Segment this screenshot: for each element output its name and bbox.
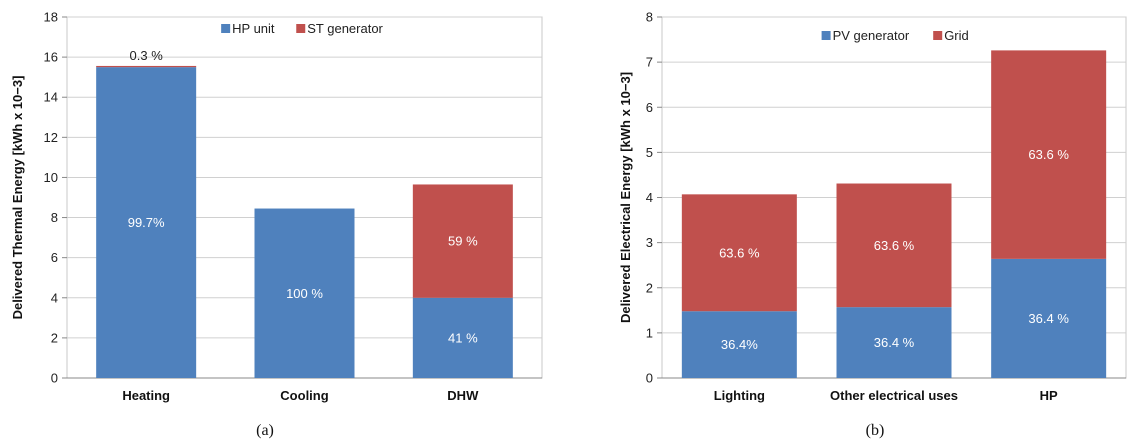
legend-label: HP unit [232, 21, 275, 36]
bar-pv-generator [836, 307, 952, 378]
data-label: 36.4% [721, 337, 758, 352]
y-tick-label: 6 [51, 250, 58, 265]
data-label: 59 % [448, 234, 478, 249]
data-label: 99.7% [128, 215, 165, 230]
legend-swatch [296, 24, 306, 33]
data-label: 36.4 % [874, 335, 915, 350]
y-tick-label: 8 [51, 210, 58, 225]
bar-pv-generator [991, 258, 1107, 378]
chart-caption: (b) [866, 422, 885, 439]
legend-swatch [933, 31, 943, 40]
bar-grid [681, 194, 797, 312]
legend-swatch [821, 31, 831, 40]
y-axis-label: Delivered Thermal Energy [kWh x 10−3] [10, 76, 25, 320]
y-axis-label: Delivered Electrical Energy [kWh x 10−3] [618, 72, 633, 323]
y-tick-label: 5 [646, 145, 653, 160]
chart-a: 0 2 4 6 8 10 12 14 16 18 Delivered Thermal Energy … [10, 10, 543, 439]
data-label: 100 % [286, 286, 323, 301]
chart-caption: (a) [256, 422, 274, 439]
legend-label: PV generator [833, 28, 910, 43]
y-tick-label: 2 [646, 280, 653, 295]
y-tick-label: 16 [44, 50, 58, 65]
x-category-label: Heating [122, 388, 170, 403]
y-tick-label: 14 [44, 90, 58, 105]
data-label: 63.6 % [719, 245, 760, 260]
bar-hp-unit [412, 297, 513, 378]
data-label: 0.3 % [130, 48, 164, 63]
bar-grid [836, 183, 952, 308]
y-tick-label: 10 [44, 170, 58, 185]
data-label: 36.4 % [1028, 311, 1069, 326]
legend-label: Grid [944, 28, 969, 43]
legend-label: ST generator [307, 21, 383, 36]
y-tick-label: 0 [51, 371, 58, 386]
y-tick-label: 4 [51, 290, 58, 305]
bar-st-generator [96, 65, 197, 68]
bar-hp-unit [96, 67, 197, 378]
y-tick-label: 3 [646, 235, 653, 250]
legend: HP unit ST generator [221, 21, 384, 36]
legend: PV generator Grid [821, 28, 969, 43]
data-label: 63.6 % [1028, 147, 1069, 162]
x-category-label: DHW [447, 388, 479, 403]
bar-pv-generator [681, 311, 797, 378]
bar-hp-unit [254, 208, 355, 378]
x-category-label: Other electrical uses [830, 388, 958, 403]
y-tick-label: 1 [646, 325, 653, 340]
y-tick-label: 0 [646, 371, 653, 386]
bar-grid [991, 50, 1107, 259]
bar-st-generator [412, 184, 513, 298]
x-category-label: Lighting [714, 388, 765, 403]
data-label: 41 % [448, 330, 478, 345]
data-label: 63.6 % [874, 238, 915, 253]
y-tick-label: 2 [51, 330, 58, 345]
legend-swatch [221, 24, 231, 33]
y-tick-label: 18 [44, 10, 58, 25]
x-category-label: Cooling [280, 388, 328, 403]
y-tick-label: 12 [44, 130, 58, 145]
y-tick-label: 6 [646, 100, 653, 115]
y-tick-label: 8 [646, 10, 653, 25]
chart-b: 0 1 2 3 4 5 6 7 8 Delivered Electrical Energy [kW… [618, 10, 1127, 439]
y-tick-label: 7 [646, 55, 653, 70]
x-category-label: HP [1040, 388, 1058, 403]
y-tick-label: 4 [646, 190, 653, 205]
